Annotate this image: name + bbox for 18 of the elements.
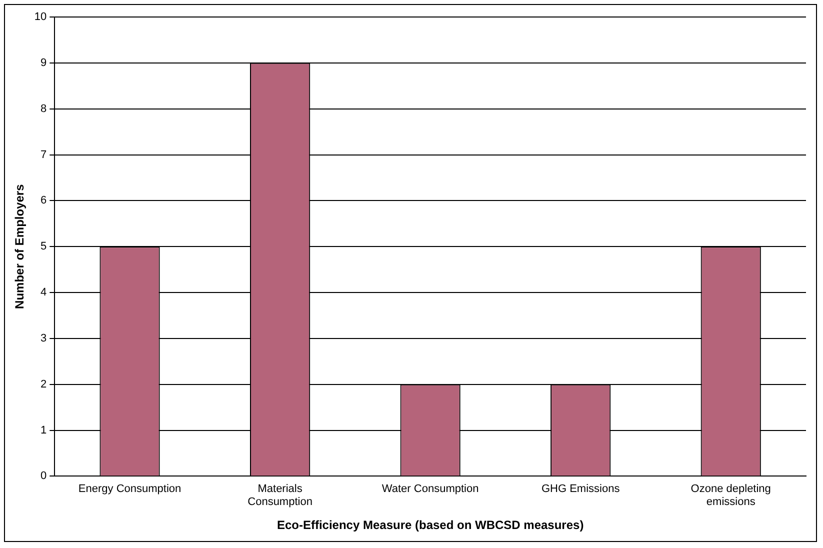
x-axis-title: Eco-Efficiency Measure (based on WBCSD measures) (276, 518, 584, 532)
x-tick-label: Materials Consumption (248, 482, 312, 508)
y-tick-label: 0 (40, 470, 47, 482)
y-tick-label: 5 (40, 240, 47, 253)
y-tick-label: 10 (34, 11, 47, 24)
x-tick-label: Ozone depleting emissions (690, 482, 771, 508)
x-tick-label: Energy Consumption (78, 482, 182, 495)
y-tick-label: 4 (40, 286, 47, 299)
y-axis-title: Number of Employers (12, 184, 27, 309)
y-tick-label: 1 (40, 424, 47, 436)
y-tick-label: 3 (40, 332, 47, 344)
y-tick-label: 2 (40, 378, 47, 390)
y-tick-label: 9 (40, 56, 47, 69)
x-tick-label: Water Consumption (382, 482, 479, 495)
y-tick-label: 6 (40, 194, 47, 207)
y-tick-label: 7 (40, 148, 47, 161)
x-tick-label: GHG Emissions (541, 482, 620, 495)
y-tick-label: 8 (40, 102, 47, 115)
